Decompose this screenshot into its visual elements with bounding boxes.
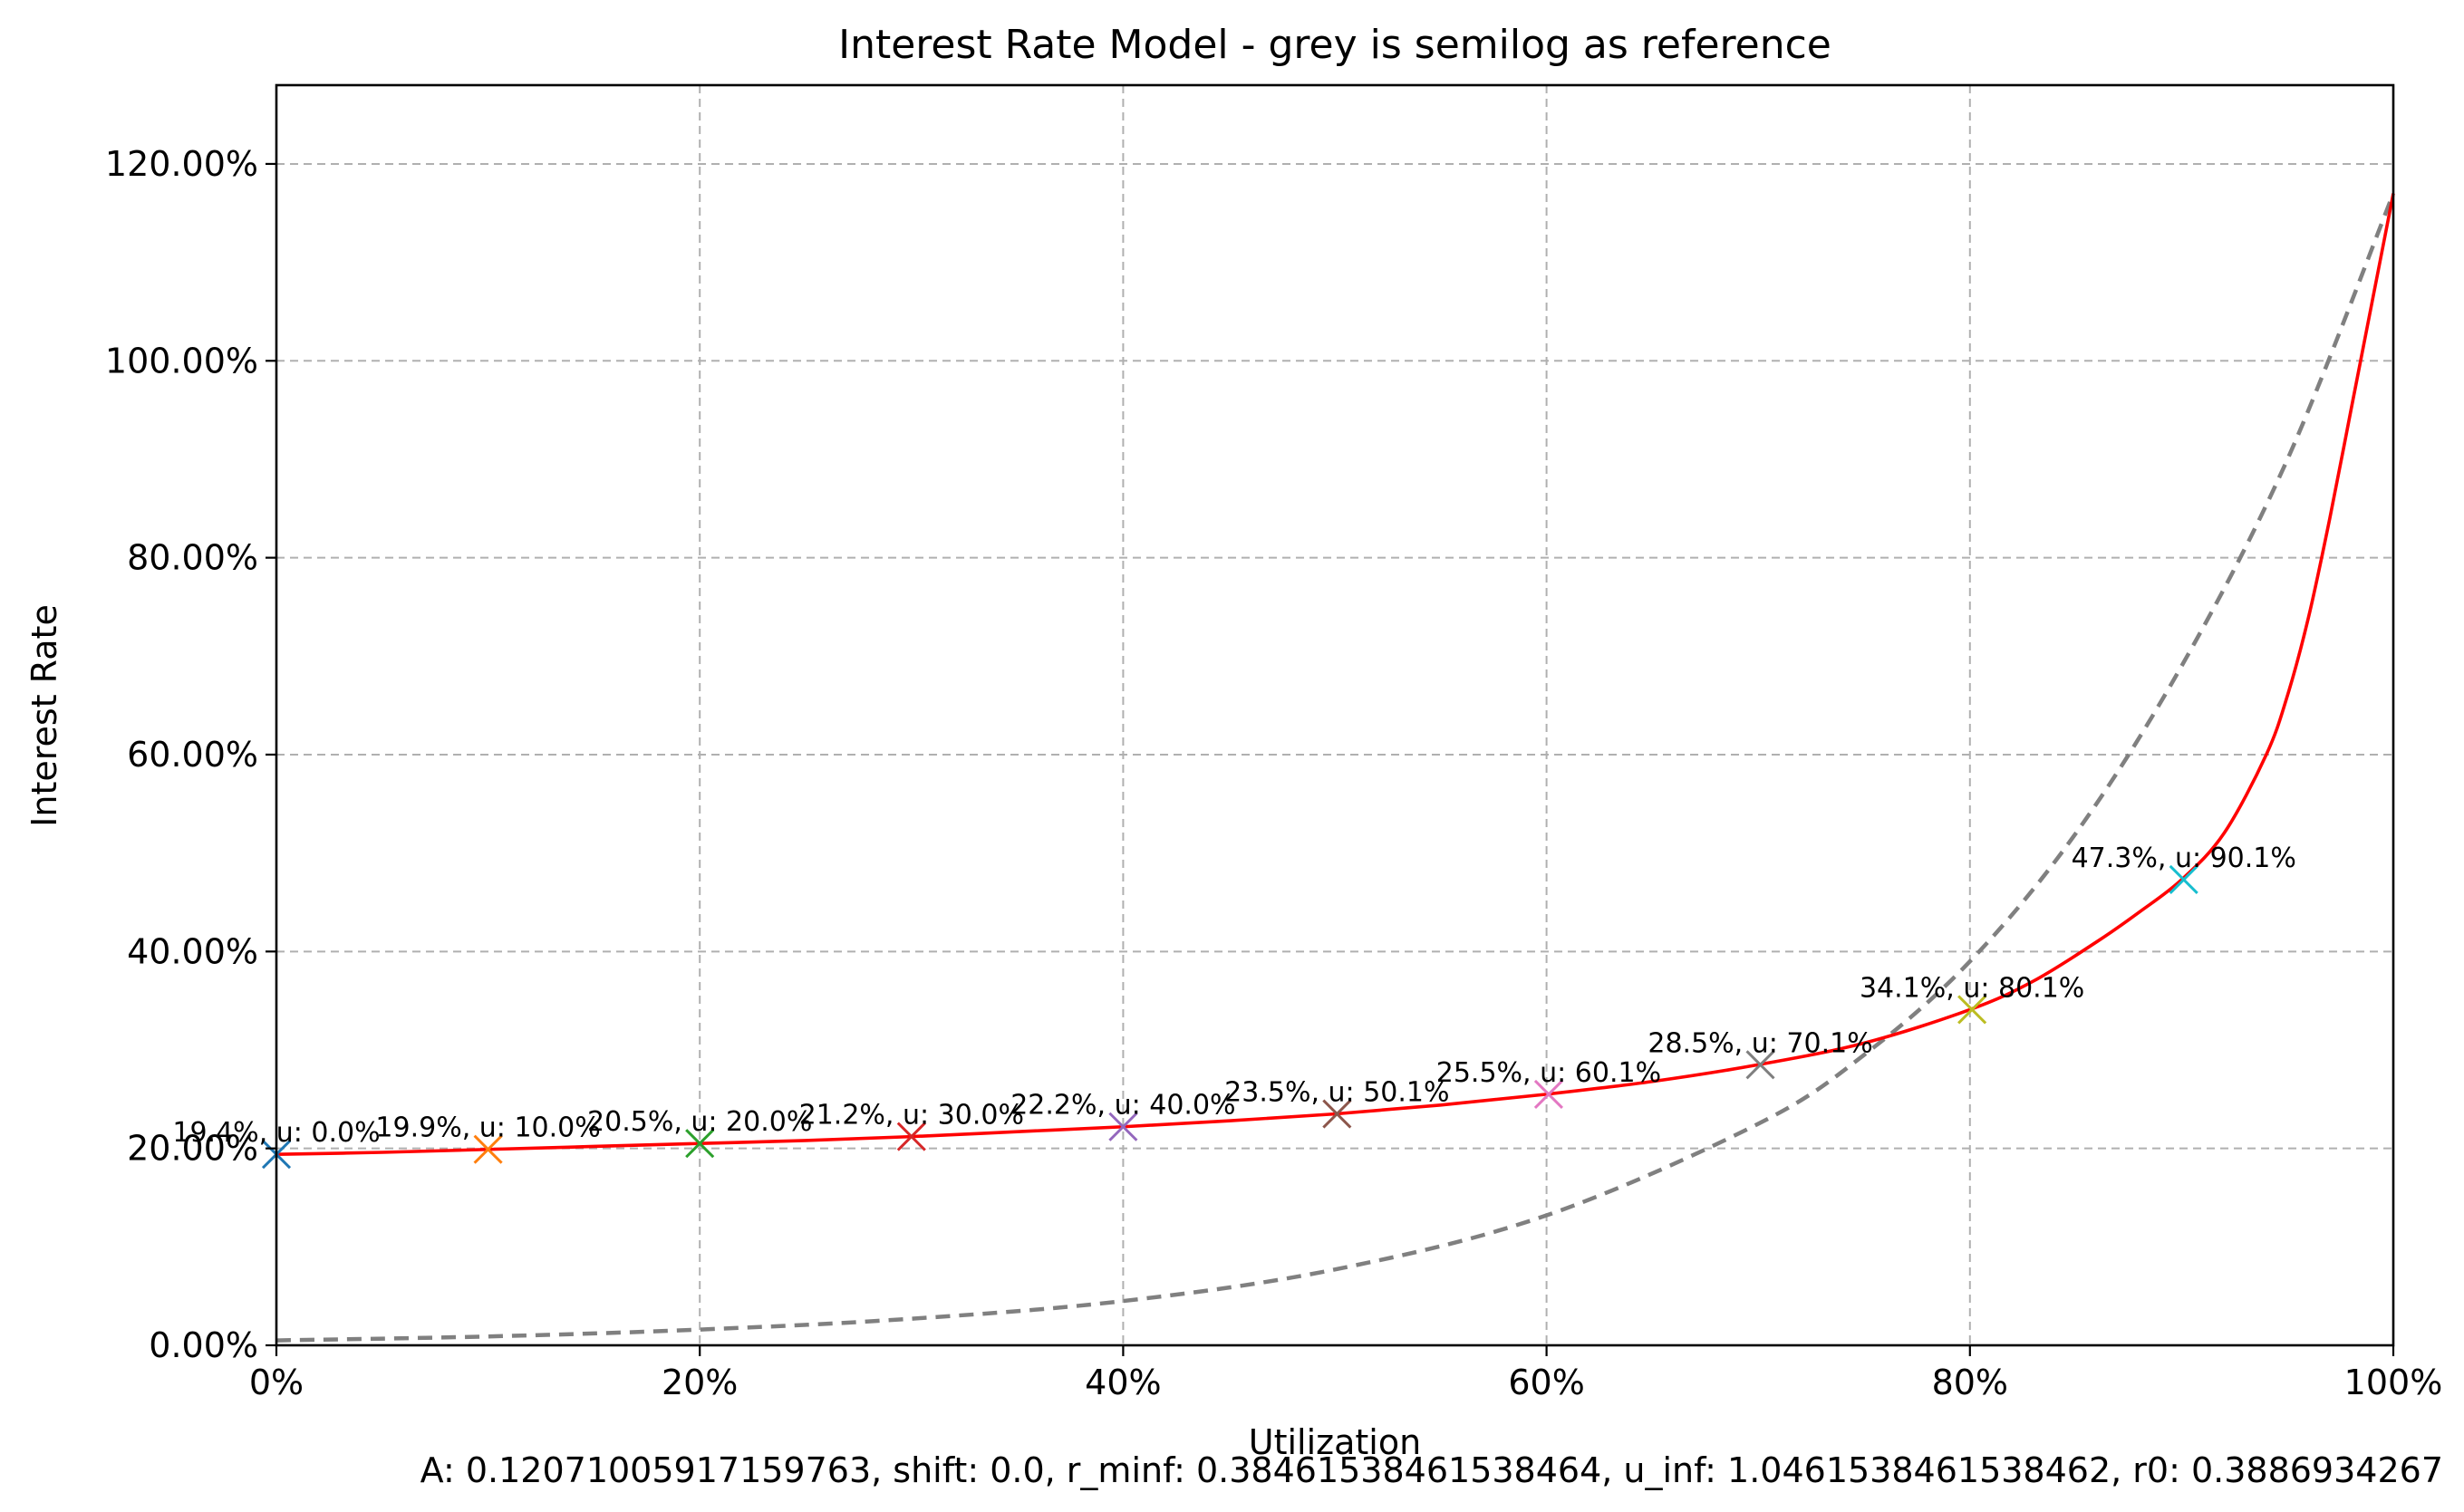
y-tick-label: 20.00% bbox=[127, 1129, 258, 1169]
y-tick-label: 100.00% bbox=[105, 341, 258, 380]
y-tick-label: 120.00% bbox=[105, 144, 258, 184]
y-axis-label: Interest Rate bbox=[24, 604, 64, 827]
x-tick-label: 100% bbox=[2344, 1363, 2443, 1402]
marker-annotation: 19.9%, u: 10.0% bbox=[375, 1112, 600, 1144]
x-marker bbox=[1533, 1079, 1563, 1109]
y-tick-label: 40.00% bbox=[127, 931, 258, 971]
marker-annotation: 23.5%, u: 50.1% bbox=[1224, 1077, 1449, 1109]
marker-annotation: 25.5%, u: 60.1% bbox=[1436, 1057, 1661, 1089]
x-marker bbox=[685, 1129, 715, 1159]
x-marker bbox=[1745, 1050, 1775, 1080]
parameter-footer: A: 0.12071005917159763, shift: 0.0, r_mi… bbox=[420, 1450, 2443, 1490]
y-tick-label: 0.00% bbox=[149, 1325, 258, 1365]
x-marker bbox=[1957, 995, 1987, 1025]
x-marker bbox=[896, 1122, 926, 1151]
y-tick-label: 80.00% bbox=[127, 538, 258, 578]
x-tick-label: 80% bbox=[1932, 1363, 2008, 1402]
y-tick-label: 60.00% bbox=[127, 735, 258, 775]
x-tick-label: 60% bbox=[1508, 1363, 1584, 1402]
axis-ticks: 0% 20% 40% 60% 80% 100% 0.00% 20.00% 40.00% 60.00… bbox=[105, 144, 2442, 1402]
x-marker bbox=[2169, 864, 2198, 895]
x-marker bbox=[473, 1134, 503, 1164]
x-marker bbox=[1322, 1099, 1352, 1129]
chart-title: Interest Rate Model - grey is semilog as… bbox=[838, 22, 1831, 68]
x-tick-label: 40% bbox=[1085, 1363, 1161, 1402]
marker-annotation: 28.5%, u: 70.1% bbox=[1647, 1027, 1872, 1059]
marker-annotation: 20.5%, u: 20.0% bbox=[587, 1106, 812, 1138]
plot-frame bbox=[275, 83, 2395, 1347]
x-marker bbox=[1108, 1112, 1138, 1141]
x-axis-label: Utilization bbox=[1249, 1422, 1421, 1462]
marker-annotation: 47.3%, u: 90.1% bbox=[2072, 843, 2296, 874]
data-markers bbox=[261, 864, 2198, 1170]
marker-annotations: 19.4%, u: 0.0%19.9%, u: 10.0%20.5%, u: 2… bbox=[172, 843, 2296, 1149]
series-lines bbox=[275, 192, 2396, 1343]
grid bbox=[276, 85, 2393, 1345]
interest-rate-model-line bbox=[275, 193, 2395, 1156]
semilog-reference-line bbox=[275, 192, 2396, 1343]
marker-annotation: 21.2%, u: 30.0% bbox=[799, 1100, 1024, 1132]
marker-annotation: 22.2%, u: 40.0% bbox=[1010, 1090, 1235, 1122]
marker-annotation: 34.1%, u: 80.1% bbox=[1860, 972, 2084, 1004]
x-tick-label: 20% bbox=[662, 1363, 738, 1402]
x-tick-label: 0% bbox=[249, 1363, 304, 1402]
